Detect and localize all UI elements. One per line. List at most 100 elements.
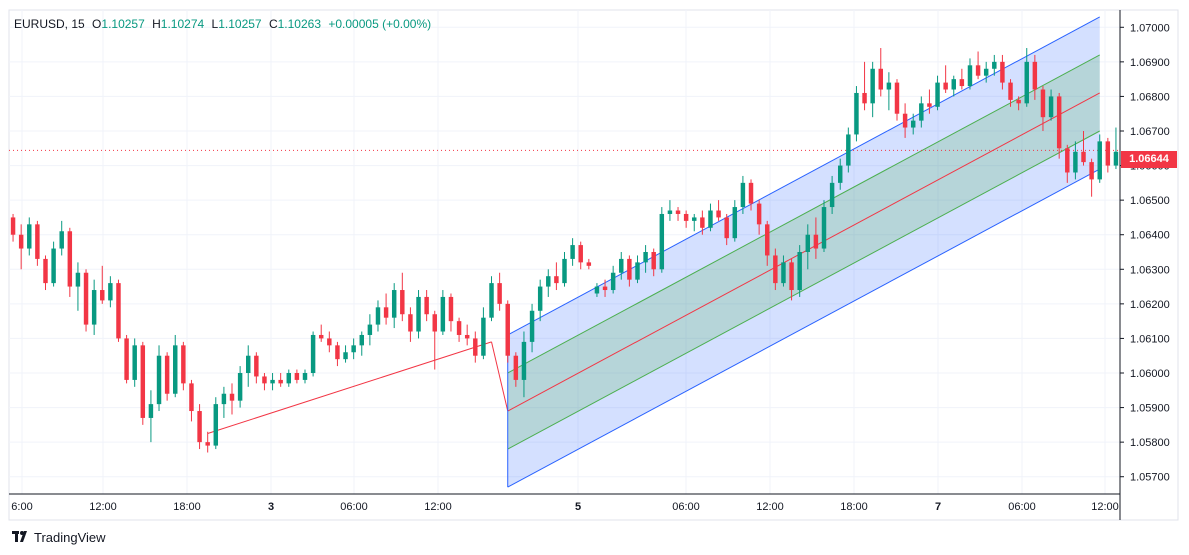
candle-body [416,296,421,332]
candle-body [67,231,73,287]
candle-body [537,286,543,311]
time-tick-label: 06:00 [340,501,368,513]
price-tick-label: 1.05800 [1130,437,1170,449]
candle-body [894,82,900,114]
candle-body [529,310,535,342]
candle-body [813,234,819,249]
price-tick-label: 1.06400 [1130,230,1170,242]
candle-body [489,283,494,318]
candle-body [497,283,502,304]
close-label: C [268,17,278,31]
time-tick-label: 7 [935,501,941,513]
candle-body [602,286,608,291]
time-tick-label: 12:00 [424,501,452,513]
candle-body [821,207,827,249]
candle-body [910,120,916,128]
channel-inner-lower-line[interactable] [507,130,1100,450]
brand-name: TradingView [34,530,106,545]
candle-body [692,217,697,221]
chart-frame [8,9,1179,521]
candle-body [27,224,32,249]
time-tick-label: 3 [268,501,274,513]
candle-body [683,213,689,221]
low-label: L [211,17,219,31]
candle-body [10,217,16,235]
candle-body [748,182,754,204]
candle-body [473,338,478,356]
candle-body [310,334,316,373]
candle-body [627,258,632,280]
candle-body [132,345,137,380]
regression-drawings[interactable] [9,16,1120,488]
candle-body [205,442,210,446]
time-tick-label: 12:00 [89,501,117,513]
candle-body [91,290,97,325]
time-tick-label: 12:00 [1091,501,1119,513]
candle-body [408,314,413,332]
high-value: 1.10274 [160,17,205,31]
candle-body [578,245,583,263]
candle-body [164,355,170,394]
candle-body [716,210,721,218]
channel-lower-line[interactable] [507,168,1100,488]
brand-logo[interactable]: TradingView [12,530,106,545]
candle-body [756,203,762,225]
candle-body [351,345,356,353]
candle-body [805,234,811,252]
candle-body [197,411,202,443]
channel-mid-line[interactable] [507,92,1100,412]
candle-body [675,210,681,214]
candle-body [221,393,227,405]
price-tick-label: 1.06800 [1130,91,1170,103]
candle-body [659,213,665,270]
candle-body [724,217,729,239]
candle-body [927,103,932,107]
tradingview-logo-icon [12,530,30,545]
candle-body [951,79,956,90]
price-tick-label: 1.06700 [1130,126,1170,138]
time-tick-label: 5 [575,501,581,513]
candle-body [302,373,308,380]
candle-body [440,296,446,332]
candle-body [789,262,794,291]
candle-body [505,303,510,356]
candle-body [635,262,640,280]
candle-body [837,165,843,183]
candle-body [116,283,121,339]
candle-body [254,355,259,377]
candle-body [854,92,859,135]
candle-body [1105,141,1111,166]
channel-inner-upper-line[interactable] [507,54,1100,374]
candle-body [108,283,113,301]
candle-body [124,338,129,380]
regression-trend-line[interactable] [207,341,492,434]
candle-body [667,210,673,214]
open-value: 1.10257 [101,17,145,31]
candle-body [367,324,373,335]
candle-body [327,338,332,346]
candle-body [335,345,340,360]
price-tick-label: 1.05700 [1130,472,1170,484]
candle-body [643,252,648,263]
regression-connector-line[interactable] [491,341,509,412]
time-tick-label: 06:00 [672,501,700,513]
candle-body [546,276,551,287]
candle-body [148,404,154,418]
candle-body [1073,151,1078,173]
candle-body [286,373,292,384]
candlestick-series [10,48,1119,453]
candle-body [181,345,186,384]
chart-grid [8,9,1179,521]
time-tick-label: 18:00 [840,501,868,513]
high-label: H [152,17,161,31]
candle-body [959,79,965,87]
time-tick-label: 12:00 [756,501,784,513]
candle-body [51,248,56,284]
price-tick-label: 1.07000 [1130,22,1170,34]
candle-body [919,103,924,121]
candle-body [270,379,275,384]
interval-label: 15 [71,17,85,31]
candle-body [213,404,219,446]
price-tick-label: 1.06200 [1130,299,1170,311]
